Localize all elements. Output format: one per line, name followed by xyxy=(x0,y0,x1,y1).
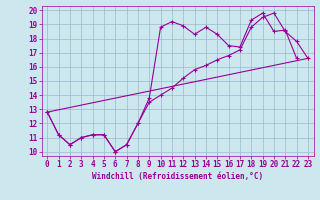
X-axis label: Windchill (Refroidissement éolien,°C): Windchill (Refroidissement éolien,°C) xyxy=(92,172,263,181)
